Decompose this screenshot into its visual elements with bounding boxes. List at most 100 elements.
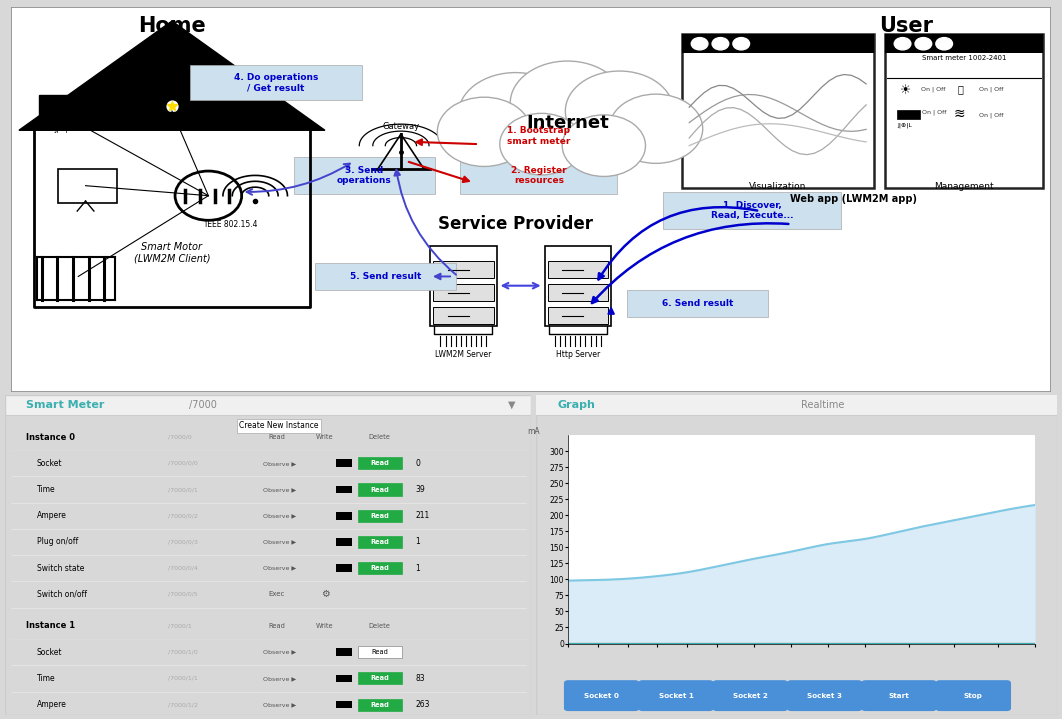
FancyBboxPatch shape: [627, 290, 768, 317]
Text: Exec: Exec: [268, 592, 285, 597]
Text: Observe ▶: Observe ▶: [263, 676, 296, 681]
Text: Smart Motor
(LWM2M Client): Smart Motor (LWM2M Client): [134, 242, 210, 263]
Text: Observe ▶: Observe ▶: [263, 566, 296, 571]
FancyBboxPatch shape: [897, 109, 921, 119]
FancyBboxPatch shape: [682, 34, 874, 53]
FancyBboxPatch shape: [38, 95, 88, 116]
FancyBboxPatch shape: [548, 307, 609, 324]
Text: ⚙: ⚙: [321, 590, 329, 600]
Text: IEEE 802.15.4: IEEE 802.15.4: [205, 220, 257, 229]
FancyBboxPatch shape: [314, 262, 456, 290]
Text: Read: Read: [371, 675, 390, 682]
Text: User: User: [878, 17, 932, 37]
Socket 0: [956, 514, 969, 523]
Text: Web app (LWM2M app): Web app (LWM2M app): [790, 194, 918, 204]
FancyBboxPatch shape: [358, 672, 402, 684]
FancyBboxPatch shape: [358, 510, 402, 522]
Text: 5. Send result: 5. Send result: [349, 272, 421, 281]
Socket 0: [986, 508, 998, 517]
Text: 1. Bootstrap
smart meter: 1. Bootstrap smart meter: [508, 127, 570, 146]
Text: /7000/0/3: /7000/0/3: [168, 539, 199, 544]
FancyBboxPatch shape: [358, 699, 402, 711]
Text: 1. Discover,
Read, Execute...: 1. Discover, Read, Execute...: [710, 201, 793, 220]
FancyBboxPatch shape: [11, 7, 1051, 392]
FancyBboxPatch shape: [337, 538, 353, 546]
Circle shape: [500, 114, 583, 175]
Text: Create New Instance: Create New Instance: [239, 421, 319, 431]
Text: On | Off: On | Off: [922, 110, 946, 115]
Text: 1: 1: [415, 564, 421, 573]
Text: Write: Write: [315, 623, 333, 629]
Text: Start: Start: [889, 692, 909, 699]
Text: Socket: Socket: [37, 459, 63, 468]
FancyBboxPatch shape: [337, 512, 353, 520]
Text: /7000/1/2: /7000/1/2: [168, 702, 199, 707]
Text: Delete: Delete: [369, 434, 390, 440]
Text: mA: mA: [528, 426, 541, 436]
Text: 0: 0: [415, 459, 421, 468]
FancyBboxPatch shape: [433, 307, 494, 324]
Text: 211: 211: [415, 511, 430, 521]
Text: ☀: ☀: [901, 84, 911, 97]
FancyBboxPatch shape: [548, 261, 609, 278]
FancyBboxPatch shape: [430, 246, 497, 326]
FancyBboxPatch shape: [545, 246, 611, 326]
Line: Socket 0: Socket 0: [568, 505, 1035, 581]
Text: 83: 83: [415, 674, 425, 683]
FancyBboxPatch shape: [358, 562, 402, 574]
Text: Observe ▶: Observe ▶: [263, 487, 296, 492]
Socket 0: [562, 577, 575, 585]
FancyBboxPatch shape: [337, 485, 353, 493]
Text: Observe ▶: Observe ▶: [263, 539, 296, 544]
Text: J|⊕|L: J|⊕|L: [54, 124, 72, 133]
Text: Service Provider: Service Provider: [438, 215, 593, 233]
Socket 0: [563, 577, 576, 585]
FancyBboxPatch shape: [358, 536, 402, 548]
Text: Graph: Graph: [558, 400, 595, 410]
FancyBboxPatch shape: [433, 284, 494, 301]
FancyBboxPatch shape: [358, 457, 402, 470]
Text: Gateway: Gateway: [382, 122, 419, 131]
FancyBboxPatch shape: [5, 395, 531, 415]
Circle shape: [458, 73, 572, 157]
Text: Home: Home: [138, 17, 206, 37]
FancyBboxPatch shape: [337, 459, 353, 467]
Circle shape: [733, 37, 750, 50]
Text: Switch on/off: Switch on/off: [37, 590, 87, 599]
Text: /7000: /7000: [189, 400, 217, 410]
Text: Read: Read: [371, 565, 390, 571]
Text: /7000/0/0: /7000/0/0: [168, 461, 198, 466]
Text: ≋: ≋: [954, 106, 965, 120]
Text: Time: Time: [37, 485, 55, 494]
Text: Realtime: Realtime: [801, 400, 844, 410]
Text: /7000/0/4: /7000/0/4: [168, 566, 199, 571]
Text: Smart Meter: Smart Meter: [27, 400, 105, 410]
FancyBboxPatch shape: [433, 261, 494, 278]
Text: Plug on/off: Plug on/off: [37, 538, 79, 546]
Text: 📺: 📺: [958, 84, 963, 94]
Socket 0: [838, 537, 851, 546]
Text: Visualization: Visualization: [749, 182, 806, 191]
Text: Delete: Delete: [369, 623, 390, 629]
Socket 0: [847, 536, 860, 545]
Text: Management: Management: [935, 182, 994, 191]
Text: Socket 1: Socket 1: [658, 692, 693, 699]
FancyBboxPatch shape: [337, 674, 353, 682]
FancyBboxPatch shape: [885, 34, 1043, 53]
Text: /7000/0/2: /7000/0/2: [168, 513, 199, 518]
Text: LWM2M Server: LWM2M Server: [435, 349, 492, 359]
Circle shape: [562, 115, 646, 176]
Text: Read: Read: [371, 539, 390, 545]
Text: Observe ▶: Observe ▶: [263, 461, 296, 466]
Text: Observe ▶: Observe ▶: [263, 702, 296, 707]
FancyBboxPatch shape: [536, 395, 1057, 415]
Text: 2. Register
resources: 2. Register resources: [511, 166, 567, 186]
Circle shape: [510, 61, 624, 146]
Socket 0: [1029, 500, 1042, 509]
Text: 4. Do operations
/ Get result: 4. Do operations / Get result: [234, 73, 319, 92]
Circle shape: [610, 94, 703, 163]
Text: 39: 39: [415, 485, 425, 494]
Text: J|⊕|L: J|⊕|L: [897, 123, 912, 128]
Text: /7000/1/1: /7000/1/1: [168, 676, 198, 681]
Text: 1: 1: [415, 538, 421, 546]
